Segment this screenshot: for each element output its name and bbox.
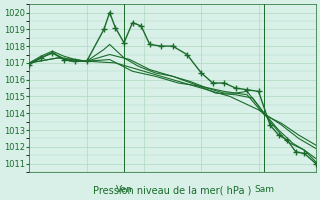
Text: Sam: Sam [254, 185, 274, 194]
Text: Ven: Ven [116, 185, 132, 194]
X-axis label: Pression niveau de la mer( hPa ): Pression niveau de la mer( hPa ) [93, 186, 252, 196]
